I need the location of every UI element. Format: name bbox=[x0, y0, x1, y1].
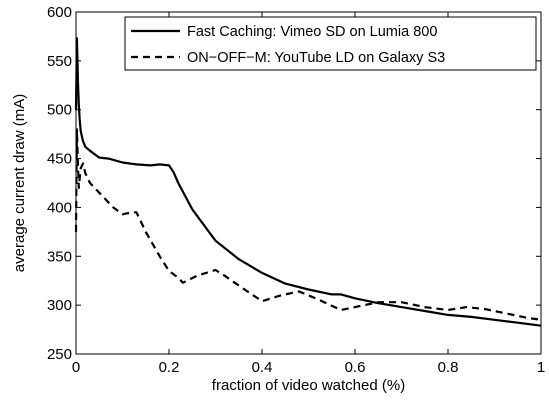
x-tick-label: 0.8 bbox=[438, 359, 459, 376]
x-tick-label: 0.2 bbox=[159, 359, 180, 376]
y-axis-label: average current draw (mA) bbox=[11, 94, 28, 272]
legend: Fast Caching: Vimeo SD on Lumia 800 ON−O… bbox=[124, 16, 537, 71]
y-tick-label: 350 bbox=[47, 248, 72, 265]
x-tick-label: 0.6 bbox=[345, 359, 366, 376]
y-tick-label: 500 bbox=[47, 102, 72, 119]
y-tick-label: 250 bbox=[47, 346, 72, 363]
legend-label-on-off-m: ON−OFF−M: YouTube LD on Galaxy S3 bbox=[187, 50, 445, 66]
plot-lines bbox=[74, 37, 542, 327]
legend-box bbox=[124, 16, 537, 71]
y-tick-label: 400 bbox=[47, 199, 72, 216]
series-line-1 bbox=[74, 128, 542, 321]
x-tick-label: 1 bbox=[537, 359, 545, 376]
x-tick-label: 0.4 bbox=[252, 359, 273, 376]
y-tick-label: 300 bbox=[47, 297, 72, 314]
y-tick-label: 550 bbox=[47, 53, 72, 70]
x-tick-label: 0 bbox=[72, 359, 80, 376]
legend-label-fast-caching: Fast Caching: Vimeo SD on Lumia 800 bbox=[187, 24, 437, 40]
plot-frame bbox=[75, 11, 542, 355]
series-line-0 bbox=[74, 37, 542, 327]
y-tick-label: 450 bbox=[47, 151, 72, 168]
x-axis: 0 0.2 0.4 0.6 0.8 1 bbox=[72, 12, 545, 376]
y-axis: 250 300 350 400 450 500 550 600 bbox=[47, 4, 541, 363]
x-axis-label: fraction of video watched (%) bbox=[212, 377, 405, 394]
y-tick-label: 600 bbox=[47, 4, 72, 21]
